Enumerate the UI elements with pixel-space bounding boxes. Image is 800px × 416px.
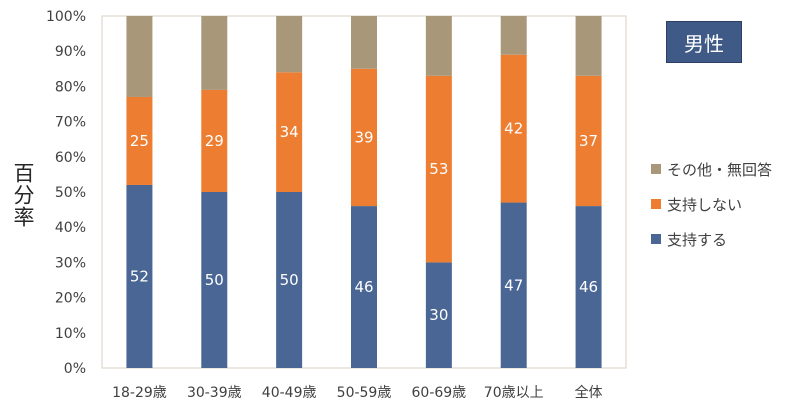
bar-segment xyxy=(126,16,153,97)
x-axis-categories: 18-29歳 30-39歳 40-49歳 50-59歳 60-69歳 70歳以上 全体 xyxy=(112,384,602,401)
y-tick-label: 50% xyxy=(55,185,86,201)
y-tick-label: 60% xyxy=(55,150,86,166)
x-category-label: 全体 xyxy=(575,384,603,401)
bar-group xyxy=(126,16,602,368)
bar-segment xyxy=(425,16,452,76)
legend-swatch-support xyxy=(651,234,661,244)
bar-segment xyxy=(500,54,527,203)
y-tick-label: 100% xyxy=(46,9,86,25)
y-tick-label: 10% xyxy=(55,326,86,342)
legend-swatch-oppose xyxy=(651,199,661,209)
data-label: 50 xyxy=(205,271,224,289)
y-tick-label: 90% xyxy=(55,44,86,60)
y-tick-label: 0% xyxy=(64,361,86,377)
x-category-label: 50-59歳 xyxy=(337,385,392,401)
legend-label-other: その他・無回答 xyxy=(667,160,773,179)
bar-segment xyxy=(351,16,377,69)
bar-segment xyxy=(126,96,153,185)
x-category-label: 30-39歳 xyxy=(187,385,242,401)
legend-label-oppose: 支持しない xyxy=(667,195,743,214)
legend-swatch-other xyxy=(651,164,661,174)
bar-segment xyxy=(425,262,452,368)
y-axis-label: 百分率 xyxy=(11,162,35,228)
legend-item-support: 支持する xyxy=(651,230,772,249)
bar-segment xyxy=(500,16,527,55)
data-label: 50 xyxy=(280,271,299,289)
y-tick-label: 20% xyxy=(55,291,86,307)
bar-segment xyxy=(575,206,602,368)
bar-segment xyxy=(201,192,228,368)
bar-segment xyxy=(575,16,602,76)
gender-badge: 男性 xyxy=(666,21,742,63)
bar-segment xyxy=(500,202,527,368)
data-label: 52 xyxy=(130,267,149,285)
data-label: 39 xyxy=(354,128,373,146)
legend-item-other: その他・無回答 xyxy=(651,160,773,179)
bar-segment xyxy=(575,75,602,207)
data-label: 37 xyxy=(579,132,598,150)
data-label: 46 xyxy=(579,278,598,296)
y-tick-label: 80% xyxy=(55,79,86,95)
y-axis-ticks: 0% 10% 20% 30% 40% 50% 60% 70% 80% 90% 100% xyxy=(46,9,86,377)
data-label: 53 xyxy=(429,160,448,178)
bar-segment xyxy=(201,89,228,192)
x-category-label: 18-29歳 xyxy=(112,385,167,401)
bar-segment xyxy=(351,68,377,207)
bar-segment xyxy=(425,75,452,263)
bar-segment xyxy=(276,72,303,192)
data-labels: 52 25 50 29 50 34 46 39 30 53 47 42 46 37 xyxy=(130,120,598,325)
bar-segment xyxy=(276,192,303,368)
legend-label-support: 支持する xyxy=(667,230,728,249)
data-label: 30 xyxy=(429,306,448,324)
x-category-label: 70歳以上 xyxy=(484,385,544,401)
bar-segment xyxy=(201,16,228,90)
x-category-label: 60-69歳 xyxy=(412,385,467,401)
data-label: 42 xyxy=(504,120,523,138)
y-tick-label: 70% xyxy=(55,115,86,131)
legend-item-oppose: 支持しない xyxy=(651,195,772,214)
data-label: 29 xyxy=(205,132,224,150)
bar-segment xyxy=(276,16,303,73)
data-label: 25 xyxy=(130,132,149,150)
data-label: 34 xyxy=(280,123,299,141)
bar-segment xyxy=(351,206,377,368)
bar-segment xyxy=(126,184,153,368)
x-category-label: 40-49歳 xyxy=(262,385,317,401)
legend: その他・無回答 支持しない 支持する xyxy=(651,160,772,265)
data-label: 47 xyxy=(504,276,523,294)
data-label: 46 xyxy=(354,278,373,296)
y-tick-label: 40% xyxy=(55,220,86,236)
y-tick-label: 30% xyxy=(55,255,86,271)
